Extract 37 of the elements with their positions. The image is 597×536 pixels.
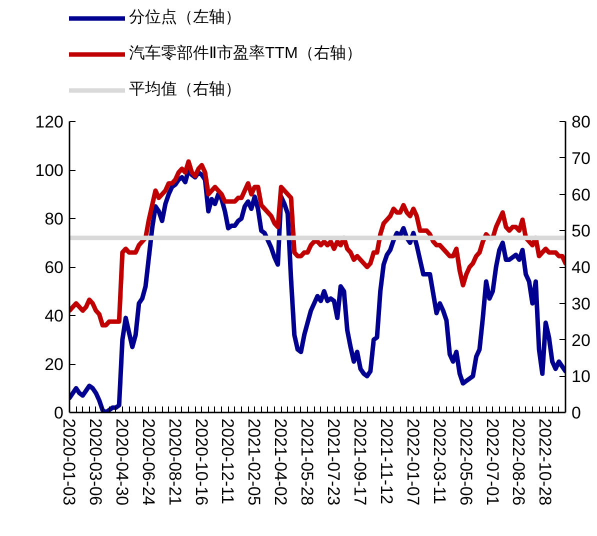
x-tick-label: 2020-08-21 — [165, 418, 184, 506]
x-tick-label: 2020-12-11 — [218, 418, 238, 504]
y-tick-label: 120 — [35, 112, 64, 132]
y-tick-label: 20 — [44, 355, 64, 374]
y-tick-label: 60 — [44, 258, 64, 277]
x-tick-label: 2021-05-28 — [298, 418, 317, 506]
legend-label: 分位点（左轴） — [129, 8, 241, 28]
y-tick-label: 40 — [44, 306, 64, 326]
x-tick-label: 2022-07-01 — [482, 418, 502, 506]
legend-label: 平均值（右轴） — [129, 80, 241, 100]
line-series — [70, 159, 566, 328]
x-tick-label: 2022-10-28 — [536, 418, 555, 506]
y-tick-label: 100 — [35, 161, 64, 180]
legend-label: 汽车零部件Ⅱ市盈率TTM（右轴） — [129, 44, 362, 64]
y2-tick-label: 80 — [572, 112, 590, 132]
x-tick-label: 2021-09-17 — [350, 418, 370, 506]
y2-tick-label: 40 — [572, 258, 590, 277]
x-tick-label: 2022-05-06 — [456, 418, 476, 506]
x-tick-label: 2020-04-30 — [112, 418, 132, 506]
y2-tick-label: 10 — [572, 367, 590, 386]
y2-tick-label: 60 — [572, 185, 590, 204]
x-tick-label: 2022-03-11 — [430, 418, 449, 504]
x-tick-label: 2020-10-16 — [192, 418, 211, 506]
y2-tick-label: 20 — [572, 330, 590, 350]
y2-tick-label: 0 — [572, 404, 581, 422]
x-tick-label: 2021-11-12 — [376, 418, 396, 504]
y2-tick-label: 30 — [572, 294, 590, 314]
y2-tick-label: 70 — [572, 148, 590, 168]
x-tick-label: 2021-02-05 — [244, 418, 264, 506]
x-tick-label: 2022-01-07 — [403, 418, 422, 506]
x-tick-label: 2021-04-02 — [271, 418, 290, 506]
x-tick-label: 2022-08-26 — [509, 418, 528, 506]
y-tick-label: 80 — [44, 210, 64, 228]
x-tick-label: 2021-07-23 — [324, 418, 344, 506]
x-tick-label: 2020-06-24 — [138, 418, 158, 506]
y2-tick-label: 50 — [572, 222, 590, 241]
x-tick-label: 2020-03-06 — [86, 418, 105, 506]
